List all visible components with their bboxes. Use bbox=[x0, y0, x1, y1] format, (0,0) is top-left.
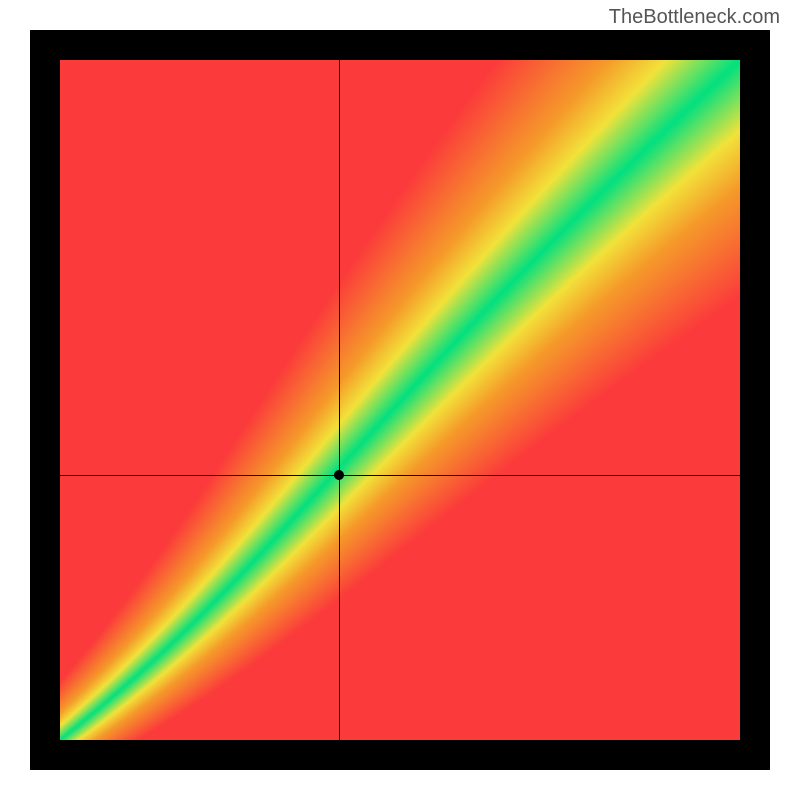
plot-area bbox=[60, 60, 740, 740]
watermark: TheBottleneck.com bbox=[609, 6, 780, 29]
crosshair-marker bbox=[334, 470, 344, 480]
chart-container: TheBottleneck.com bbox=[0, 0, 800, 800]
crosshair-vertical bbox=[339, 60, 340, 740]
crosshair-horizontal bbox=[60, 475, 740, 476]
heatmap-canvas bbox=[60, 60, 740, 740]
chart-frame bbox=[30, 30, 770, 770]
